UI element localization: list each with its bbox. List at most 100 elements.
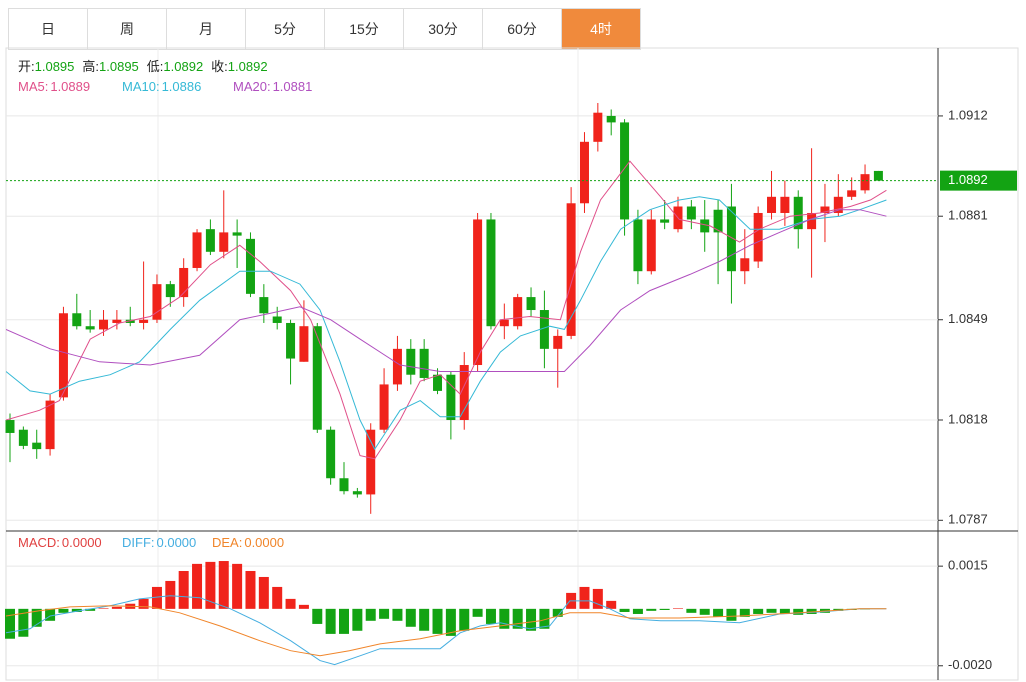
candle-body: [192, 232, 202, 268]
period-tab[interactable]: 15分: [325, 9, 404, 49]
legend-value: 0.0000: [157, 535, 197, 550]
candle-body: [112, 319, 122, 323]
candle-body: [446, 374, 456, 421]
macd-bar: [111, 606, 122, 609]
macd-bar: [232, 563, 243, 609]
candle-body: [312, 326, 322, 430]
macd-bar: [646, 608, 657, 611]
macd-bar: [579, 586, 590, 609]
macd-bar: [432, 608, 443, 634]
candle-body: [686, 206, 696, 220]
macd-bar: [379, 608, 390, 619]
macd-bar: [392, 608, 403, 621]
macd-bar: [686, 608, 697, 613]
ohlc-value: 1.0892: [163, 59, 203, 74]
macd-bar: [218, 561, 229, 609]
candle-body: [299, 326, 309, 362]
indicator-line: [6, 595, 887, 666]
y-tick-label: 0.0015: [948, 558, 988, 573]
ohlc-label: 收:: [211, 59, 228, 74]
macd-bar: [673, 608, 683, 609]
macd-bar: [419, 608, 430, 631]
last-price-box: [940, 170, 1017, 191]
period-tab[interactable]: 月: [167, 9, 246, 49]
candle-body: [179, 267, 189, 298]
legend-name: MACD:: [18, 535, 60, 550]
macd-bar: [472, 608, 483, 617]
indicator-line: [6, 196, 887, 451]
y-tick-label: 1.0787: [948, 512, 988, 527]
legend-value: 1.0886: [162, 79, 202, 94]
candle-body: [700, 219, 710, 233]
macd-bar: [485, 608, 496, 624]
macd-bar: [151, 586, 162, 609]
macd-bar: [539, 608, 550, 629]
candle-body: [847, 190, 857, 197]
legend-name: MA10:: [122, 79, 160, 94]
legend-item: MA10: 1.0886: [122, 79, 201, 94]
candle-body: [419, 348, 429, 378]
macd-bar: [459, 608, 470, 631]
legend-item: DEA: 0.0000: [212, 535, 284, 550]
macd-bar: [766, 608, 777, 613]
macd-bar: [85, 608, 96, 611]
legend-value: 0.0000: [244, 535, 284, 550]
macd-bar: [365, 608, 376, 621]
ohlc-label: 开:: [18, 59, 35, 74]
legend-value: 1.0881: [273, 79, 313, 94]
candle-body: [660, 219, 670, 223]
candle-body: [339, 478, 349, 492]
macd-bar: [806, 608, 817, 614]
candle-body: [99, 319, 109, 330]
indicator-line: [6, 605, 887, 657]
macd-bar: [312, 608, 323, 624]
period-tab[interactable]: 周: [88, 9, 167, 49]
candle-body: [459, 365, 469, 421]
candle-body: [820, 206, 830, 213]
period-tab[interactable]: 30分: [404, 9, 483, 49]
candle-body: [5, 420, 15, 433]
candle-body: [58, 313, 68, 398]
period-tab[interactable]: 5分: [246, 9, 325, 49]
candle-body: [486, 219, 496, 327]
legend-item: MA5: 1.0889: [18, 79, 90, 94]
candle-body: [232, 232, 242, 236]
macd-bar: [526, 608, 537, 631]
macd-bar: [58, 608, 69, 613]
ohlc-value: 1.0895: [35, 59, 75, 74]
candle-body: [753, 212, 763, 262]
candle-body: [139, 319, 149, 323]
candle-body: [499, 319, 509, 327]
macd-bar: [552, 608, 563, 617]
period-tab[interactable]: 4时: [562, 9, 641, 49]
candle-body: [286, 322, 296, 359]
legend-value: 1.0889: [50, 79, 90, 94]
y-tick-label: 1.0881: [948, 208, 988, 223]
macd-bar: [739, 608, 750, 617]
legend-name: DEA:: [212, 535, 242, 550]
macd-bar: [192, 563, 203, 609]
macd-bar: [71, 608, 82, 612]
macd-bar: [165, 580, 176, 609]
candle-body: [272, 316, 282, 323]
macd-bar: [699, 608, 710, 615]
candle-body: [793, 196, 803, 230]
macd-bar: [632, 608, 643, 614]
macd-bar: [178, 570, 189, 609]
period-tab[interactable]: 日: [9, 9, 88, 49]
period-tab[interactable]: 60分: [483, 9, 562, 49]
indicator-line: [6, 209, 887, 372]
legend-name: MA20:: [233, 79, 271, 94]
y-tick-label: 1.0849: [948, 311, 988, 326]
macd-bar: [258, 576, 269, 609]
last-price-label: 1.0892: [948, 172, 988, 187]
candle-body: [780, 196, 790, 213]
candle-body: [392, 348, 402, 385]
ohlc-label: 低:: [147, 59, 164, 74]
candle-body: [473, 219, 483, 366]
macd-bar: [138, 598, 149, 609]
macd-bar: [5, 608, 15, 639]
macd-bar: [512, 608, 523, 629]
macd-bar: [298, 604, 309, 609]
